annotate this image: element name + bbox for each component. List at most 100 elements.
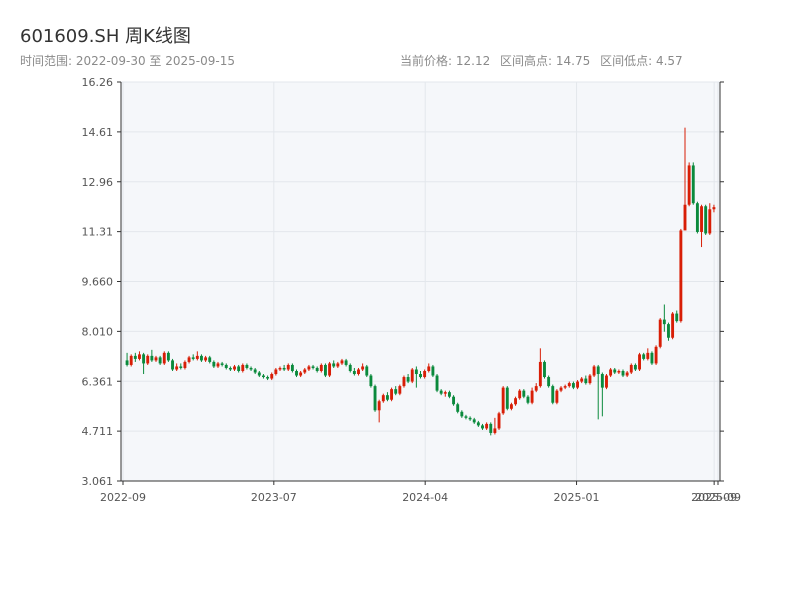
candle-body bbox=[171, 360, 174, 370]
candle-body bbox=[340, 360, 344, 364]
candle-body bbox=[687, 165, 691, 205]
candle-body bbox=[662, 319, 666, 325]
candle-body bbox=[559, 387, 563, 391]
candle-body bbox=[704, 206, 708, 234]
candle-body bbox=[307, 366, 311, 370]
candle-body bbox=[175, 366, 179, 370]
candle-body bbox=[456, 404, 460, 412]
candle-body bbox=[447, 392, 451, 397]
candle-body bbox=[361, 366, 365, 370]
x-tick-label: 2023-07 bbox=[251, 491, 297, 504]
candle-body bbox=[348, 364, 352, 371]
candle-body bbox=[166, 352, 170, 361]
candle-body bbox=[220, 363, 224, 365]
candle-body bbox=[146, 355, 150, 364]
candle-body bbox=[390, 389, 394, 400]
current-price: 当前价格: 12.12 bbox=[400, 54, 491, 68]
candle-body bbox=[315, 367, 319, 371]
price-stats: 当前价格: 12.12 区间高点: 14.75 区间低点: 4.57 bbox=[400, 52, 689, 69]
candle-body bbox=[460, 411, 464, 417]
candle-body bbox=[633, 364, 637, 370]
candle-body bbox=[654, 346, 658, 364]
range-low: 区间低点: 4.57 bbox=[600, 54, 683, 68]
candle-body bbox=[613, 369, 617, 373]
candle-body bbox=[212, 361, 216, 367]
candle-body bbox=[311, 366, 315, 368]
candle-body bbox=[638, 354, 641, 370]
candle-body bbox=[642, 354, 646, 359]
y-tick-label: 12.96 bbox=[82, 176, 114, 189]
candle-body bbox=[683, 204, 687, 231]
candle-body bbox=[522, 390, 526, 397]
candle-body bbox=[385, 395, 389, 400]
x-tick-label: 2025-09 bbox=[695, 491, 741, 504]
chart-subtitle: 时间范围: 2022-09-30 至 2025-09-15 bbox=[20, 54, 235, 68]
candle-body bbox=[414, 369, 418, 375]
candle-body bbox=[224, 364, 228, 368]
candle-body bbox=[621, 370, 625, 376]
candle-body bbox=[431, 366, 435, 376]
candle-body bbox=[547, 377, 551, 387]
candle-body bbox=[303, 369, 307, 373]
candle-body bbox=[257, 372, 261, 376]
y-tick-label: 6.361 bbox=[82, 375, 114, 388]
candle-body bbox=[241, 364, 245, 371]
candle-body bbox=[162, 352, 166, 364]
candle-body bbox=[323, 364, 327, 376]
candle-body bbox=[518, 390, 522, 399]
y-tick-label: 3.061 bbox=[82, 475, 114, 488]
candle-body bbox=[233, 366, 236, 370]
candle-body bbox=[576, 381, 579, 388]
candle-body bbox=[154, 357, 158, 361]
candle-body bbox=[695, 203, 699, 232]
candle-body bbox=[514, 398, 518, 405]
candle-body bbox=[352, 370, 356, 375]
candle-body bbox=[290, 364, 294, 371]
candle-body bbox=[274, 369, 278, 375]
candle-body bbox=[187, 357, 191, 362]
candle-body bbox=[567, 383, 571, 387]
candle-body bbox=[708, 209, 712, 234]
candle-body bbox=[253, 369, 257, 373]
candle-body bbox=[208, 357, 212, 362]
candle-body bbox=[195, 355, 199, 359]
candle-body bbox=[563, 386, 567, 388]
candle-body bbox=[237, 366, 241, 371]
candle-body bbox=[373, 386, 377, 411]
candle-body bbox=[476, 422, 480, 426]
candle-body bbox=[493, 428, 497, 433]
candle-body bbox=[129, 355, 133, 365]
candle-body bbox=[551, 386, 555, 403]
candle-body bbox=[419, 374, 422, 378]
candle-body bbox=[286, 364, 290, 370]
candle-body bbox=[629, 364, 633, 373]
x-tick-label: 2025-01 bbox=[554, 491, 600, 504]
candle-body bbox=[675, 313, 679, 322]
candle-body bbox=[650, 352, 654, 364]
candle-body bbox=[183, 361, 187, 368]
candle-body bbox=[216, 363, 220, 367]
candle-body bbox=[228, 367, 232, 370]
candle-body bbox=[138, 354, 141, 359]
candle-body bbox=[625, 372, 629, 376]
candle-body bbox=[142, 354, 146, 364]
candle-body bbox=[332, 363, 336, 367]
candle-body bbox=[381, 395, 385, 402]
chart-title: 601609.SH 周K线图 bbox=[20, 26, 191, 47]
candle-body bbox=[204, 357, 208, 361]
candle-body bbox=[592, 366, 596, 376]
candle-body bbox=[671, 313, 675, 338]
candle-body bbox=[468, 417, 472, 420]
candle-body bbox=[509, 404, 513, 409]
candle-body bbox=[588, 375, 592, 384]
x-tick-label: 2024-04 bbox=[402, 491, 448, 504]
candle-body bbox=[402, 377, 406, 387]
candle-body bbox=[398, 386, 402, 394]
candle-body bbox=[369, 375, 373, 387]
candle-body bbox=[646, 352, 650, 359]
x-tick-label: 2022-09 bbox=[100, 491, 146, 504]
candle-body bbox=[278, 367, 282, 370]
candle-body bbox=[443, 392, 447, 394]
candle-body bbox=[125, 360, 129, 365]
